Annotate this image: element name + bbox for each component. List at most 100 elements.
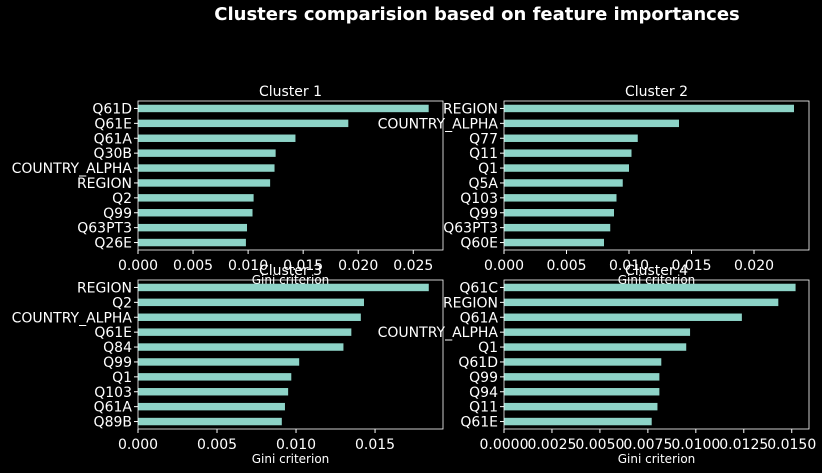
bar: [138, 119, 349, 128]
category-label: Q60E: [460, 236, 498, 252]
x-tick-label: 0.0025: [527, 437, 576, 453]
x-tick-label: 0.0000: [480, 437, 529, 453]
bar: [504, 164, 629, 172]
category-label: Q77: [469, 131, 498, 147]
bar: [138, 179, 271, 187]
x-tick-label: 0.005: [173, 258, 213, 274]
bar: [504, 417, 652, 426]
x-tick-label: 0.015: [283, 258, 323, 274]
category-label: Q11: [469, 400, 498, 416]
bar: [504, 149, 632, 157]
x-tick-label: 0.010: [609, 258, 649, 274]
bar: [504, 283, 796, 292]
category-label: Q103: [460, 191, 498, 207]
bar: [138, 417, 282, 426]
category-label: Q61D: [458, 355, 498, 371]
bar: [504, 179, 623, 187]
bar: [138, 313, 361, 321]
axes-frame: [137, 279, 444, 430]
category-label: Q99: [103, 355, 132, 371]
bar: [504, 402, 658, 411]
category-label: Q63PT3: [77, 221, 132, 237]
bar: [138, 402, 285, 411]
bar: [504, 194, 617, 202]
x-tick-label: 0.000: [484, 258, 524, 274]
category-label: Q99: [103, 206, 132, 222]
x-tick-label: 0.010: [228, 258, 268, 274]
category-label: Q61C: [459, 280, 498, 296]
bar: [138, 298, 364, 307]
category-label: Q63PT3: [443, 221, 498, 237]
category-label: Q1: [478, 161, 498, 177]
bar: [138, 283, 429, 292]
bar: [504, 134, 638, 142]
category-label: Q1: [112, 370, 132, 386]
bar: [504, 119, 679, 128]
category-label: Q94: [469, 385, 498, 401]
category-label: Q5A: [468, 176, 498, 192]
bar: [138, 223, 248, 232]
bar: [138, 343, 344, 351]
bar: [504, 358, 662, 366]
x-tick-label: 0.0125: [719, 437, 768, 453]
category-label: Q1: [478, 340, 498, 356]
bar: [504, 343, 687, 351]
axes-frame: [503, 279, 810, 430]
bar: [504, 209, 614, 217]
category-label: COUNTRY_ALPHA: [12, 161, 133, 177]
category-label: COUNTRY_ALPHA: [378, 116, 499, 132]
bar: [138, 134, 296, 142]
category-label: Q99: [469, 370, 498, 386]
bar: [138, 238, 246, 247]
category-label: Q84: [103, 340, 132, 356]
bar: [504, 298, 779, 307]
x-tick-label: 0.025: [393, 258, 433, 274]
panel-title: Cluster 3: [259, 263, 322, 279]
bar: [138, 104, 429, 113]
category-label: Q61E: [460, 415, 498, 431]
category-label: Q61E: [94, 116, 132, 132]
category-label: Q103: [94, 385, 132, 401]
category-label: Q61A: [94, 400, 133, 416]
bar: [504, 313, 742, 321]
x-tick-label: 0.0100: [671, 437, 720, 453]
category-label: Q61E: [94, 325, 132, 341]
panel-title: Cluster 1: [259, 84, 322, 100]
category-label: REGION: [77, 176, 132, 192]
category-label: Q30B: [94, 146, 132, 162]
category-label: Q2: [112, 191, 132, 207]
axes-frame: [503, 100, 810, 251]
x-tick-label: 0.015: [671, 258, 711, 274]
bar: [504, 223, 611, 232]
category-label: COUNTRY_ALPHA: [378, 325, 499, 341]
bar: [138, 209, 253, 217]
x-tick-label: 0.0150: [767, 437, 816, 453]
x-axis-label: Gini criterion: [618, 452, 696, 466]
bar: [504, 388, 660, 396]
x-tick-label: 0.005: [197, 437, 237, 453]
category-label: Q89B: [94, 415, 132, 431]
x-tick-label: 0.020: [734, 258, 774, 274]
category-label: REGION: [443, 101, 498, 117]
bar: [138, 358, 300, 366]
bar: [504, 104, 794, 113]
axes-frame: [137, 100, 444, 251]
bar: [138, 328, 352, 336]
x-axis-label: Gini criterion: [252, 452, 330, 466]
category-label: Q61A: [94, 131, 133, 147]
bar: [138, 194, 254, 202]
category-label: Q26E: [94, 236, 132, 252]
category-label: Q11: [469, 146, 498, 162]
category-label: Q61D: [92, 101, 132, 117]
bar: [504, 328, 691, 336]
x-tick-label: 0.0075: [623, 437, 672, 453]
x-tick-label: 0.020: [338, 258, 378, 274]
figure-title: Clusters comparision based on feature im…: [214, 4, 740, 25]
category-label: Q99: [469, 206, 498, 222]
category-label: REGION: [443, 295, 498, 311]
x-tick-label: 0.000: [118, 258, 158, 274]
panel-title: Cluster 4: [625, 263, 688, 279]
category-label: REGION: [77, 280, 132, 296]
category-label: Q2: [112, 295, 132, 311]
